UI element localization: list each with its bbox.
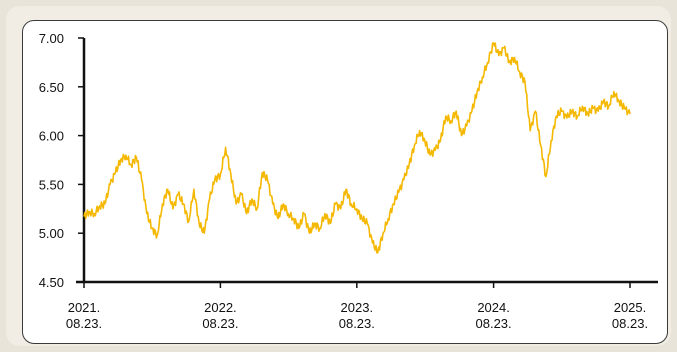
x-tick-label: 2021. 08.23. — [66, 300, 102, 331]
y-tick-label: 4.50 — [39, 275, 64, 290]
y-tick-label: 6.50 — [39, 80, 64, 95]
chart-panel — [22, 20, 668, 344]
y-tick-label: 5.50 — [39, 177, 64, 192]
outer-frame — [6, 6, 671, 346]
series-line — [83, 42, 631, 254]
x-axis-ticks: 2021. 08.23. 2022. 08.23. 2023. 08.23. 2024. 08… — [66, 282, 648, 331]
y-axis-ticks: 7.00 6.50 6.00 5.50 5.00 4.50 — [39, 31, 84, 290]
x-tick-label: 2022. 08.23. — [202, 300, 238, 331]
y-tick-label: 6.00 — [39, 129, 64, 144]
x-tick-label: 2025. 08.23. — [612, 300, 648, 331]
x-tick-label: 2023. 08.23. — [339, 300, 375, 331]
y-tick-label: 7.00 — [39, 31, 64, 46]
x-tick-label: 2024. 08.23. — [476, 300, 512, 331]
y-tick-label: 5.00 — [39, 226, 64, 241]
